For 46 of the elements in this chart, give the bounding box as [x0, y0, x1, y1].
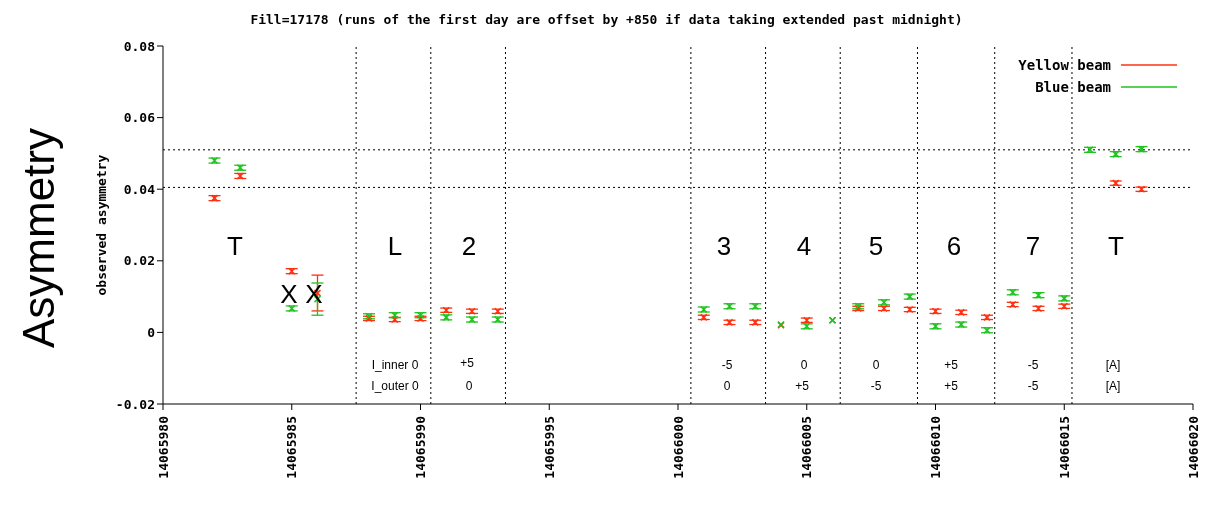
annotation: [A] [1105, 358, 1121, 372]
annotation: +5 [795, 379, 809, 393]
annotation: +5 [460, 356, 474, 370]
annotation: 2 [461, 231, 477, 261]
annotation: 4 [796, 231, 812, 261]
annotation: I_outer 0 [371, 379, 419, 393]
x-tick-label: 14066015 [1056, 416, 1072, 479]
y-tick-label: 0.06 [123, 110, 156, 126]
legend-label: Yellow beam [1018, 57, 1111, 73]
x-tick-label: 14066000 [670, 415, 686, 479]
x-tick-label: 14066020 [1185, 415, 1201, 479]
annotation: -5 [1027, 358, 1039, 372]
annotation: X [280, 279, 298, 309]
annotation: 0 [872, 358, 880, 372]
y-axis-title: observed asymmetry [93, 154, 109, 296]
annotation: 6 [946, 231, 962, 261]
annotation: -5 [870, 379, 882, 393]
annotation: T [1108, 231, 1124, 261]
annotation: T [227, 231, 243, 261]
annotation: 5 [868, 231, 884, 261]
axis-heading: Asymmetry [16, 127, 62, 350]
annotation: -5 [721, 358, 733, 372]
y-tick-label: 0.04 [123, 181, 156, 197]
annotation: +5 [944, 358, 958, 372]
annotation: [A] [1105, 379, 1121, 393]
y-tick-label: 0.08 [123, 38, 156, 54]
x-tick-label: 14065995 [541, 416, 557, 479]
x-tick-label: 14065980 [155, 415, 171, 479]
x-tick-label: 14065990 [413, 415, 428, 479]
annotation: 0 [465, 379, 473, 393]
annotation: -5 [1027, 379, 1039, 393]
annotation: 7 [1025, 231, 1041, 261]
x-tick-label: 14066010 [928, 415, 943, 479]
x-tick-label: 14065985 [284, 416, 300, 479]
legend-label: Blue beam [1035, 79, 1111, 95]
annotation: L [387, 231, 403, 261]
annotation: 3 [716, 231, 732, 261]
y-tick-label: 0.02 [123, 253, 155, 269]
y-tick-label: -0.02 [115, 396, 155, 412]
chart-title: Fill=17178 (runs of the first day are offset by +850 if data taking extended past midnight) [249, 12, 964, 27]
annotation: I_inner 0 [371, 358, 419, 372]
annotation: +5 [944, 379, 958, 393]
annotation: 0 [800, 358, 808, 372]
y-tick-label: 0 [147, 325, 156, 341]
x-tick-label: 14066005 [799, 416, 815, 479]
annotation: 0 [723, 379, 731, 393]
